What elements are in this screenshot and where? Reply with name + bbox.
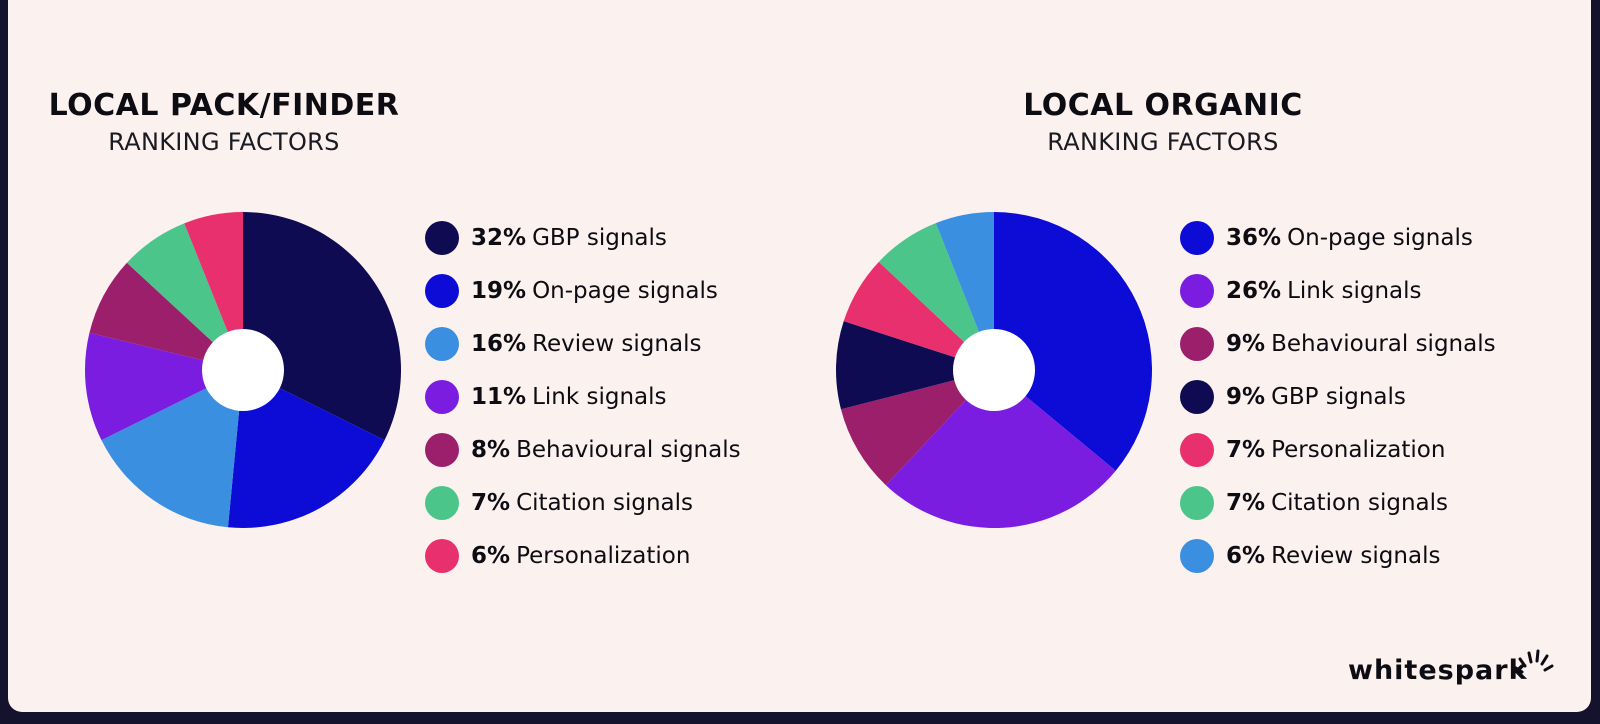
whitespark-logo: whitespark xyxy=(1348,655,1528,686)
legend-percent: 9% xyxy=(1226,383,1266,410)
pie-center-hole xyxy=(202,329,284,411)
pie-slice-on-page-signals xyxy=(227,370,385,528)
legend-swatch xyxy=(1180,326,1214,361)
chart-title: LOCAL PACK/FINDER xyxy=(48,88,400,123)
spark-icon xyxy=(1514,649,1554,674)
legend-percent: 7% xyxy=(1226,489,1266,516)
legend-item: 36% On-page signals xyxy=(1180,211,1496,264)
legend-percent: 11% xyxy=(471,383,527,410)
legend-percent: 6% xyxy=(471,542,511,569)
legend-percent: 32% xyxy=(471,224,527,251)
legend-swatch xyxy=(425,485,459,520)
chart-subtitle: RANKING FACTORS xyxy=(1047,128,1279,156)
local-organic-pie-chart xyxy=(836,212,1152,528)
chart-title: LOCAL ORGANIC xyxy=(1023,88,1303,123)
pie-slice-review-signals xyxy=(935,212,994,370)
legend-item: 19% On-page signals xyxy=(425,264,741,317)
legend-swatch xyxy=(1180,273,1214,308)
legend-swatch xyxy=(1180,379,1214,414)
local-organic-panel: LOCAL ORGANIC RANKING FACTORS 36% On-page… xyxy=(798,0,1591,680)
legend-percent: 16% xyxy=(471,330,527,357)
local-pack-panel: LOCAL PACK/FINDER RANKING FACTORS 32% GBP… xyxy=(8,0,798,680)
legend-swatch xyxy=(1180,538,1214,573)
legend-label: Behavioural signals xyxy=(1271,330,1496,357)
legend-swatch xyxy=(1180,432,1214,467)
legend-item: 26% Link signals xyxy=(1180,264,1496,317)
legend-label: Link signals xyxy=(532,383,667,410)
legend-item: 9% Behavioural signals xyxy=(1180,317,1496,370)
legend-label: On-page signals xyxy=(532,277,718,304)
chart-subtitle: RANKING FACTORS xyxy=(108,128,340,156)
legend-percent: 9% xyxy=(1226,330,1266,357)
legend-swatch xyxy=(425,326,459,361)
local-pack-pie-chart xyxy=(85,212,401,528)
legend-label: Review signals xyxy=(1271,542,1441,569)
legend-item: 32% GBP signals xyxy=(425,211,741,264)
pie-slice-citation-signals xyxy=(878,223,994,370)
pie-slice-citation-signals xyxy=(126,223,243,370)
legend-label: On-page signals xyxy=(1287,224,1473,251)
pie-slice-on-page-signals xyxy=(994,212,1152,471)
legend-item: 16% Review signals xyxy=(425,317,741,370)
infographic-card: LOCAL PACK/FINDER RANKING FACTORS 32% GBP… xyxy=(8,0,1591,712)
pie-center-hole xyxy=(953,329,1035,411)
legend-item: 7% Citation signals xyxy=(1180,476,1496,529)
pie-slice-gbp-signals xyxy=(243,212,401,441)
legend-swatch xyxy=(425,273,459,308)
pie-slice-link-signals xyxy=(885,370,1116,528)
legend-percent: 36% xyxy=(1226,224,1282,251)
legend-label: Review signals xyxy=(532,330,702,357)
legend-label: Personalization xyxy=(1271,436,1446,463)
pie-slice-review-signals xyxy=(101,370,243,528)
legend-label: Citation signals xyxy=(516,489,694,516)
legend-percent: 7% xyxy=(1226,436,1266,463)
legend-label: Behavioural signals xyxy=(516,436,741,463)
legend-label: Citation signals xyxy=(1271,489,1449,516)
legend-item: 7% Citation signals xyxy=(425,476,741,529)
legend-percent: 19% xyxy=(471,277,527,304)
legend-label: Personalization xyxy=(516,542,691,569)
legend-label: Link signals xyxy=(1287,277,1422,304)
legend-label: GBP signals xyxy=(1271,383,1406,410)
legend-percent: 26% xyxy=(1226,277,1282,304)
legend-percent: 7% xyxy=(471,489,511,516)
legend-swatch xyxy=(425,220,459,255)
legend-swatch xyxy=(1180,485,1214,520)
legend-percent: 8% xyxy=(471,436,511,463)
legend-swatch xyxy=(425,379,459,414)
legend-swatch xyxy=(425,432,459,467)
legend-item: 7% Personalization xyxy=(1180,423,1496,476)
legend-item: 6% Personalization xyxy=(425,529,741,582)
local-organic-legend: 36% On-page signals 26% Link signals 9% Behav… xyxy=(1180,211,1496,582)
legend-swatch xyxy=(425,538,459,573)
local-pack-legend: 32% GBP signals 19% On-page signals 16% Revie… xyxy=(425,211,741,582)
pie-slice-gbp-signals xyxy=(836,321,994,410)
legend-item: 9% GBP signals xyxy=(1180,370,1496,423)
pie-slice-personalization xyxy=(843,261,994,370)
pie-slice-behavioural-signals xyxy=(840,370,994,486)
pie-slice-behavioural-signals xyxy=(89,262,244,370)
legend-item: 6% Review signals xyxy=(1180,529,1496,582)
legend-item: 11% Link signals xyxy=(425,370,741,423)
legend-item: 8% Behavioural signals xyxy=(425,423,741,476)
legend-label: GBP signals xyxy=(532,224,667,251)
pie-slice-link-signals xyxy=(85,332,243,441)
legend-swatch xyxy=(1180,220,1214,255)
legend-percent: 6% xyxy=(1226,542,1266,569)
pie-slice-personalization xyxy=(184,212,243,370)
